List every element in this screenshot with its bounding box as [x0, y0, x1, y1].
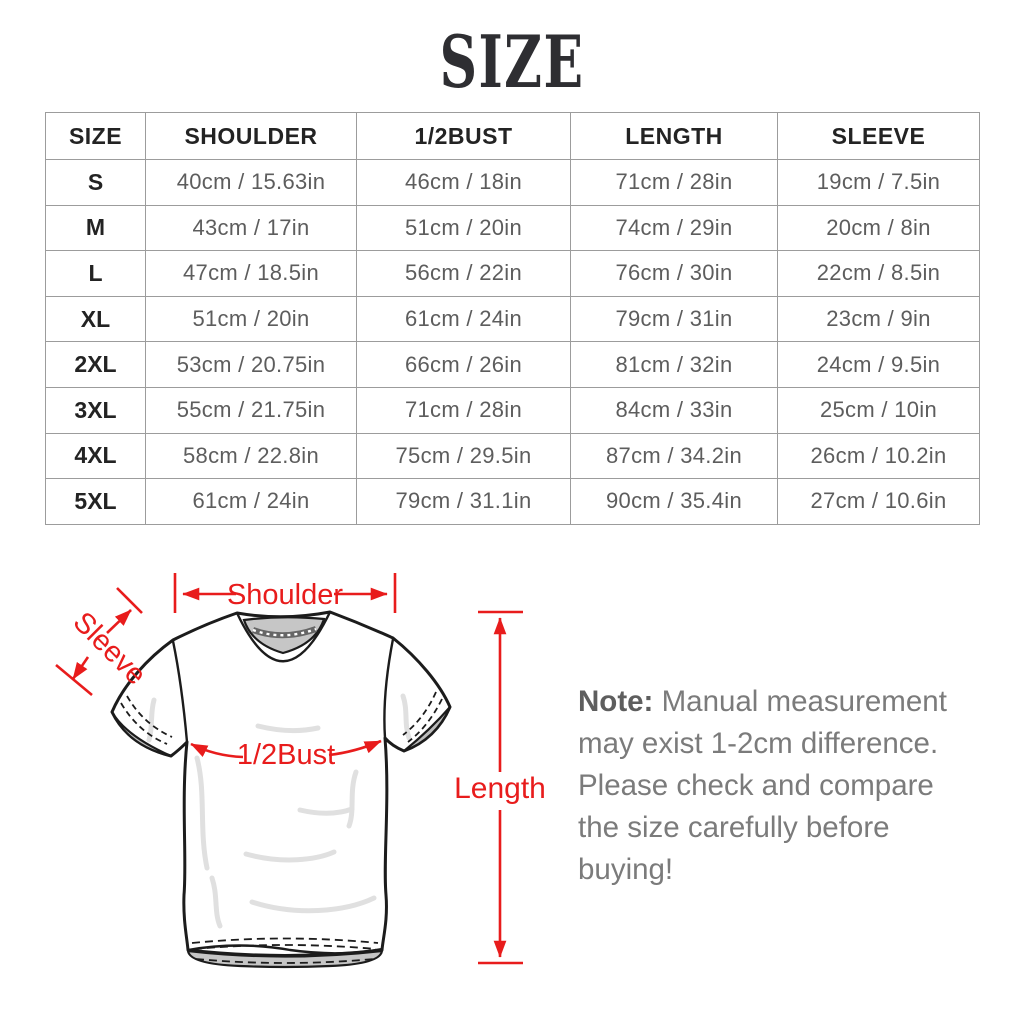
bust-value: 66cm / 26in — [356, 341, 571, 388]
bust-value: 71cm / 28in — [356, 386, 571, 434]
cuff-stitch — [407, 698, 443, 743]
table-row: 2XL 53cm / 20.75in 66cm / 26in 81cm / 32… — [45, 341, 980, 388]
length-measure-arrow: Length — [454, 610, 546, 965]
bust-value: 61cm / 24in — [356, 295, 571, 343]
bust-value: 75cm / 29.5in — [356, 432, 571, 480]
sleeve-value: 26cm / 10.2in — [777, 432, 980, 480]
shoulder-value: 58cm / 22.8in — [145, 432, 357, 480]
size-label: S — [45, 159, 146, 206]
size-label: M — [45, 204, 146, 252]
bust-label: 1/2Bust — [237, 739, 335, 771]
shoulder-value: 61cm / 24in — [145, 478, 357, 525]
cuff-stitch — [120, 702, 168, 745]
length-value: 79cm / 31in — [570, 295, 778, 343]
hem-fold-line — [187, 944, 383, 955]
table-row: 5XL 61cm / 24in 79cm / 31.1in 90cm / 35.… — [45, 478, 980, 525]
size-label: 3XL — [45, 386, 146, 434]
wrinkle — [194, 755, 210, 871]
shoulder-value: 51cm / 20in — [145, 295, 357, 343]
shoulder-value: 40cm / 15.63in — [145, 159, 357, 206]
length-value: 90cm / 35.4in — [570, 478, 778, 525]
sleeve-value: 22cm / 8.5in — [777, 250, 980, 297]
hem-band — [186, 949, 384, 969]
hem-stitch — [195, 958, 375, 964]
collar-front-line — [235, 611, 332, 663]
sleeve-value: 20cm / 8in — [777, 204, 980, 252]
cuff-stitch — [126, 695, 173, 738]
sleeve-value: 27cm / 10.6in — [777, 478, 980, 525]
bust-value: 79cm / 31.1in — [356, 478, 571, 525]
left-cuff — [111, 711, 172, 758]
shoulder-value: 47cm / 18.5in — [145, 250, 357, 297]
wrinkle — [346, 769, 359, 829]
note-prefix: Note: — [578, 685, 654, 718]
length-value: 87cm / 34.2in — [570, 432, 778, 480]
shoulder-value: 43cm / 17in — [145, 204, 357, 252]
size-label: 4XL — [45, 432, 146, 480]
col-header-sleeve: SLEEVE — [777, 112, 980, 160]
wrinkle — [209, 875, 223, 929]
shoulder-value: 55cm / 21.75in — [145, 386, 357, 434]
bust-value: 56cm / 22in — [356, 250, 571, 297]
bust-value: 46cm / 18in — [356, 159, 571, 206]
table-row: 4XL 58cm / 22.8in 75cm / 29.5in 87cm / 3… — [45, 432, 980, 480]
col-header-shoulder: SHOULDER — [145, 112, 357, 160]
page-title: SIZE — [439, 19, 585, 104]
sleeve-value: 25cm / 10in — [777, 386, 980, 434]
size-label: 5XL — [45, 478, 146, 525]
length-label: Length — [454, 772, 546, 805]
wrinkle — [146, 697, 157, 743]
tshirt-measurement-diagram: Shoulder Sleeve 1/2Bust Length — [55, 573, 546, 969]
size-label: 2XL — [45, 341, 146, 388]
sleeve-value: 23cm / 9in — [777, 295, 980, 343]
size-label: L — [45, 250, 146, 297]
wrinkle — [297, 806, 355, 816]
hem-stitch — [191, 937, 379, 944]
sleeve-value: 19cm / 7.5in — [777, 159, 980, 206]
size-label: XL — [45, 295, 146, 343]
wrinkle — [255, 723, 321, 734]
armhole-seam — [383, 638, 395, 739]
cuff-stitch — [402, 691, 437, 736]
table-header-row: SIZE SHOULDER 1/2BUST LENGTH SLEEVE — [45, 112, 980, 160]
note-text: Note: Manual measurement may exist 1-2cm… — [578, 681, 982, 891]
sleeve-measure-arrow: Sleeve — [55, 587, 152, 696]
wrinkle — [249, 895, 377, 914]
bust-measure-arrow: 1/2Bust — [190, 739, 382, 771]
length-value: 81cm / 32in — [570, 341, 778, 388]
armhole-seam — [171, 640, 189, 743]
table-row: 3XL 55cm / 21.75in 71cm / 28in 84cm / 33… — [45, 386, 980, 434]
length-value: 71cm / 28in — [570, 159, 778, 206]
tshirt-illustration — [110, 610, 452, 969]
tshirt-body — [110, 610, 452, 957]
wrinkle — [400, 693, 412, 741]
col-header-bust: 1/2BUST — [356, 112, 571, 160]
sleeve-label: Sleeve — [67, 606, 152, 691]
wrinkle — [243, 849, 337, 863]
table-row: L 47cm / 18.5in 56cm / 22in 76cm / 30in … — [45, 250, 980, 297]
length-value: 74cm / 29in — [570, 204, 778, 252]
table-row: S 40cm / 15.63in 46cm / 18in 71cm / 28in… — [45, 159, 980, 206]
length-value: 76cm / 30in — [570, 250, 778, 297]
col-header-size: SIZE — [45, 112, 146, 160]
table-row: XL 51cm / 20in 61cm / 24in 79cm / 31in 2… — [45, 295, 980, 343]
sleeve-value: 24cm / 9.5in — [777, 341, 980, 388]
hem-stitch — [193, 944, 377, 950]
length-value: 84cm / 33in — [570, 386, 778, 434]
right-cuff — [403, 706, 452, 753]
note-body: Manual measurement may exist 1-2cm diffe… — [578, 685, 947, 886]
bust-value: 51cm / 20in — [356, 204, 571, 252]
table-row: M 43cm / 17in 51cm / 20in 74cm / 29in 20… — [45, 204, 980, 252]
shoulder-label: Shoulder — [227, 579, 343, 611]
size-table: SIZE SHOULDER 1/2BUST LENGTH SLEEVE S 40… — [45, 112, 980, 525]
shoulder-value: 53cm / 20.75in — [145, 341, 357, 388]
col-header-length: LENGTH — [570, 112, 778, 160]
collar-stitch-chain — [252, 627, 317, 637]
shoulder-measure-arrow: Shoulder — [173, 573, 397, 613]
